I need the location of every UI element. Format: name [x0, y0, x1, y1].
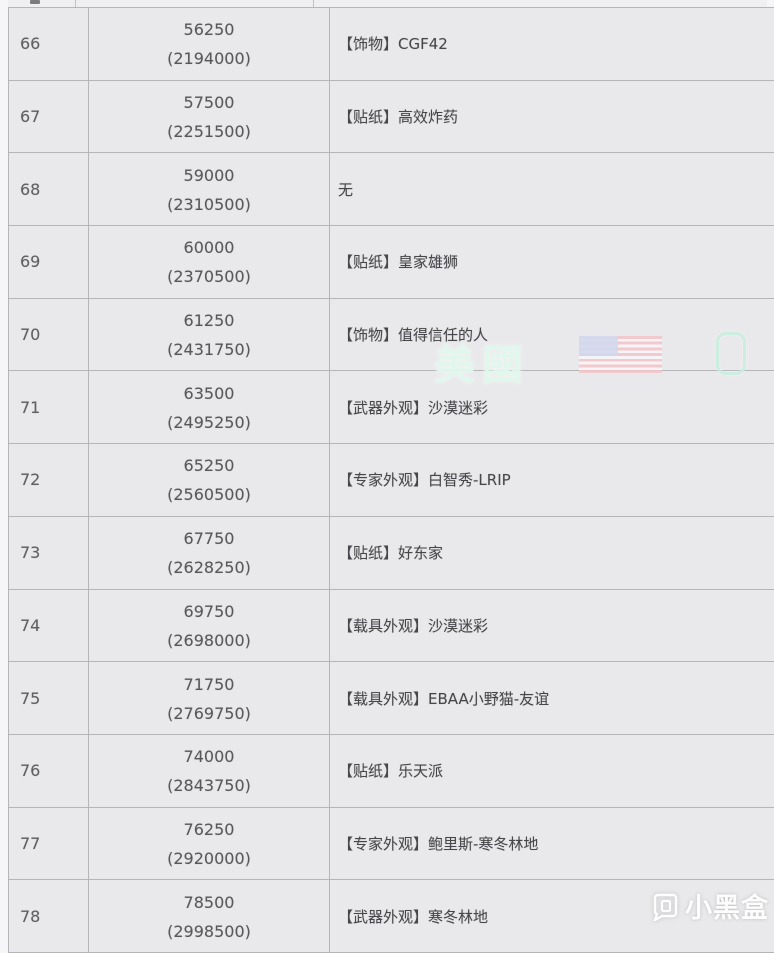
xp-cell: 60000 (2370500) [89, 226, 330, 299]
heybox-label: 小黑盒 [685, 886, 769, 925]
xp-cumulative: (2431750) [90, 335, 328, 364]
xp-cumulative: (2251500) [90, 117, 328, 146]
table-row: 77 76250 (2920000) 【专家外观】鲍里斯-寒冬林地 [9, 807, 774, 880]
xp-per-level: 56250 [90, 15, 328, 44]
reward-cell: 【专家外观】鲍里斯-寒冬林地 [330, 807, 774, 880]
xp-per-level: 71750 [90, 670, 328, 699]
level-cell: 69 [9, 226, 89, 299]
xp-cell: 69750 (2698000) [89, 589, 330, 662]
xp-cumulative: (2628250) [90, 553, 328, 582]
xp-cumulative: (2310500) [90, 190, 328, 219]
level-cell: 78 [9, 880, 89, 953]
xp-cell: 71750 (2769750) [89, 662, 330, 735]
table-row: 76 74000 (2843750) 【贴纸】乐天派 [9, 734, 774, 807]
xp-cell: 76250 (2920000) [89, 807, 330, 880]
xp-per-level: 78500 [90, 888, 328, 917]
reward-cell: 【贴纸】皇家雄狮 [330, 226, 774, 299]
reward-cell: 无 [330, 153, 774, 226]
watermark-country-label: 美國 [434, 331, 530, 391]
reward-cell: 【饰物】值得信任的人 [330, 298, 774, 371]
table-row: 73 67750 (2628250) 【贴纸】好东家 [9, 516, 774, 589]
xp-per-level: 61250 [90, 306, 328, 335]
table-row: 66 56250 (2194000) 【饰物】CGF42 [9, 8, 774, 81]
xp-cumulative: (2998500) [90, 917, 328, 946]
heybox-watermark: 小黑盒 [650, 886, 769, 925]
column-divider [313, 0, 314, 7]
level-cell: 73 [9, 516, 89, 589]
xp-per-level: 67750 [90, 524, 328, 553]
xp-cumulative: (2698000) [90, 626, 328, 655]
xp-cell: 57500 (2251500) [89, 80, 330, 153]
table-row: 71 63500 (2495250) 【武器外观】沙漠迷彩 [9, 371, 774, 444]
xp-cumulative: (2370500) [90, 262, 328, 291]
us-flag-icon [579, 336, 662, 373]
xp-per-level: 63500 [90, 379, 328, 408]
table-row: 72 65250 (2560500) 【专家外观】白智秀-LRIP [9, 444, 774, 517]
xp-cell: 63500 (2495250) [89, 371, 330, 444]
xp-cell: 59000 (2310500) [89, 153, 330, 226]
level-cell: 76 [9, 734, 89, 807]
table-row: 67 57500 (2251500) 【贴纸】高效炸药 [9, 80, 774, 153]
level-cell: 71 [9, 371, 89, 444]
xp-per-level: 60000 [90, 233, 328, 262]
level-cell: 68 [9, 153, 89, 226]
table-row: 75 71750 (2769750) 【载具外观】EBAA小野猫-友谊 [9, 662, 774, 735]
xp-cell: 67750 (2628250) [89, 516, 330, 589]
column-divider [75, 0, 76, 7]
reward-table-container: 66 56250 (2194000) 【饰物】CGF42 67 57500 (2… [8, 0, 767, 953]
xp-per-level: 57500 [90, 88, 328, 117]
level-cell: 75 [9, 662, 89, 735]
xp-per-level: 65250 [90, 451, 328, 480]
table-row: 68 59000 (2310500) 无 [9, 153, 774, 226]
heybox-logo-icon [650, 891, 680, 921]
reward-cell: 【贴纸】好东家 [330, 516, 774, 589]
level-cell: 74 [9, 589, 89, 662]
xp-cell: 61250 (2431750) [89, 298, 330, 371]
reward-cell: 【饰物】CGF42 [330, 8, 774, 81]
xp-cell: 78500 (2998500) [89, 880, 330, 953]
top-crop-artifact [30, 0, 40, 4]
level-cell: 70 [9, 298, 89, 371]
level-cell: 72 [9, 444, 89, 517]
reward-cell: 【武器外观】沙漠迷彩 [330, 371, 774, 444]
cropped-previous-row [8, 0, 767, 7]
reward-cell: 【载具外观】EBAA小野猫-友谊 [330, 662, 774, 735]
us-flag-canton [579, 336, 618, 355]
reward-cell: 【载具外观】沙漠迷彩 [330, 589, 774, 662]
reward-cell: 【贴纸】乐天派 [330, 734, 774, 807]
reward-cell: 【专家外观】白智秀-LRIP [330, 444, 774, 517]
level-cell: 77 [9, 807, 89, 880]
xp-cumulative: (2769750) [90, 699, 328, 728]
table-row: 69 60000 (2370500) 【贴纸】皇家雄狮 [9, 226, 774, 299]
table-row: 74 69750 (2698000) 【载具外观】沙漠迷彩 [9, 589, 774, 662]
xp-cumulative: (2495250) [90, 408, 328, 437]
xp-per-level: 74000 [90, 742, 328, 771]
xp-cumulative: (2194000) [90, 44, 328, 73]
xp-cell: 65250 (2560500) [89, 444, 330, 517]
xp-cumulative: (2843750) [90, 771, 328, 800]
xp-per-level: 59000 [90, 161, 328, 190]
xp-per-level: 76250 [90, 815, 328, 844]
xp-per-level: 69750 [90, 597, 328, 626]
level-reward-table: 66 56250 (2194000) 【饰物】CGF42 67 57500 (2… [8, 7, 774, 953]
watermark-counter: 0 [716, 332, 746, 375]
level-cell: 66 [9, 8, 89, 81]
xp-cumulative: (2920000) [90, 844, 328, 873]
level-cell: 67 [9, 80, 89, 153]
xp-cell: 74000 (2843750) [89, 734, 330, 807]
xp-cell: 56250 (2194000) [89, 8, 330, 81]
xp-cumulative: (2560500) [90, 480, 328, 509]
reward-cell: 【贴纸】高效炸药 [330, 80, 774, 153]
